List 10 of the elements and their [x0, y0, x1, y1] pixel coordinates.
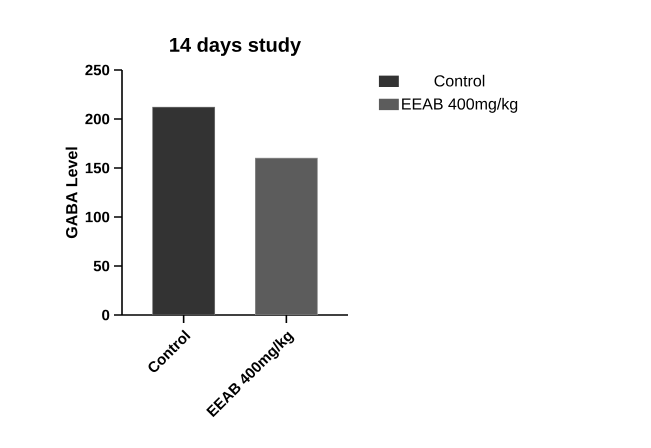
- y-tick-label: 0: [102, 310, 110, 320]
- y-tick-label: 200: [85, 114, 110, 124]
- y-tick-label: 100: [86, 212, 110, 222]
- legend-label: EEAB 400mg/kg: [402, 98, 518, 113]
- y-axis-title: GABA Level: [66, 147, 78, 238]
- y-tick-label: 150: [86, 162, 110, 174]
- y-tick-label: 50: [94, 260, 110, 272]
- chart-title: 14 days study: [170, 37, 302, 56]
- legend-label: Control: [434, 74, 484, 87]
- y-tick-label: 250: [85, 64, 110, 76]
